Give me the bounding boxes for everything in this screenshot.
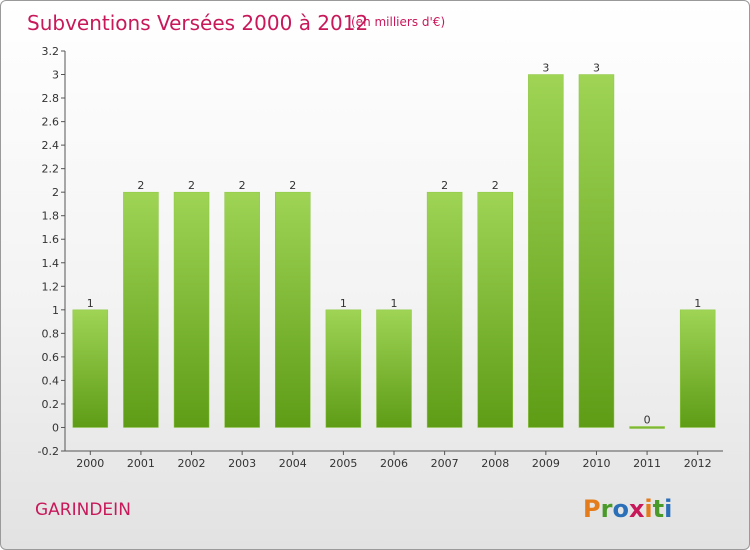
x-tick-label: 2012	[684, 457, 712, 470]
bar	[123, 191, 159, 428]
logo-letter: i	[644, 495, 652, 523]
logo-letter: P	[583, 495, 601, 523]
y-tick-label: 2.4	[42, 139, 60, 152]
bar	[376, 309, 412, 428]
bar	[426, 191, 463, 428]
logo-letter: i	[664, 495, 672, 523]
data-label: 2	[492, 179, 499, 192]
bar	[679, 309, 716, 428]
data-label: 3	[593, 62, 600, 75]
y-tick-label: 0.4	[42, 374, 60, 387]
axis-layer: 3.2 3 2.8 2.6 2.4 2.2 2 1.8 1.6 1.4 1.2 1 0.8 0.6 0.4 0…	[38, 45, 723, 470]
chart-title: Subventions Versées 2000 à 2012	[27, 11, 368, 35]
x-tick-label: 2003	[228, 457, 256, 470]
logo-letter: r	[601, 495, 613, 523]
x-tick-label: 2009	[532, 457, 560, 470]
y-tick-label: 2.8	[42, 92, 60, 105]
y-tick-label: 0.2	[42, 398, 60, 411]
y-tick-label: 1	[52, 304, 59, 317]
x-tick-label: 2006	[380, 457, 408, 470]
y-tick-label: 1.4	[42, 257, 60, 270]
bar	[173, 191, 210, 428]
y-tick-label: 1.2	[42, 280, 60, 293]
data-label: 2	[441, 179, 448, 192]
y-tick-label: 1.6	[42, 233, 60, 246]
x-tick-label: 2007	[431, 457, 459, 470]
logo-letter: x	[629, 495, 645, 523]
data-label: 2	[239, 179, 246, 192]
y-tick-label: 0.8	[42, 327, 60, 340]
x-tick-label: 2005	[329, 457, 357, 470]
logo-letter: t	[653, 495, 664, 523]
x-tick-label: 2010	[582, 457, 610, 470]
y-tick-label: 2.2	[42, 163, 60, 176]
data-label: 1	[694, 297, 701, 310]
commune-name: GARINDEIN	[35, 500, 131, 520]
logo-letter: o	[612, 495, 629, 523]
bar	[629, 426, 665, 429]
y-tick-label: 0.6	[42, 351, 60, 364]
bar	[528, 74, 564, 428]
chart-subtitle: (en milliers d'€)	[351, 15, 445, 29]
x-tick-label: 2000	[76, 457, 104, 470]
data-label: 0	[644, 413, 651, 426]
y-tick-label: 2.6	[42, 116, 60, 129]
bar	[477, 191, 513, 428]
y-tick-label: -0.2	[38, 445, 59, 458]
x-tick-label: 2011	[633, 457, 661, 470]
data-label: 2	[188, 179, 195, 192]
x-tick-label: 2008	[481, 457, 509, 470]
bar	[325, 309, 362, 428]
bars-layer: 1 2 2 2 2 1 1 2 2 3 3 0 1	[72, 62, 716, 429]
bar	[275, 191, 311, 428]
y-tick-label: 3.2	[42, 45, 60, 58]
data-label: 3	[542, 62, 549, 75]
y-tick-label: 0	[52, 421, 59, 434]
y-tick-label: 2	[52, 186, 59, 199]
y-tick-label: 3	[52, 69, 59, 82]
bar	[578, 74, 615, 428]
x-tick-label: 2002	[178, 457, 206, 470]
data-label: 2	[137, 179, 144, 192]
proxiti-logo: Proxiti	[583, 495, 672, 523]
x-tick-label: 2004	[279, 457, 307, 470]
x-tick-label: 2001	[127, 457, 155, 470]
data-label: 1	[391, 297, 398, 310]
data-label: 1	[340, 297, 347, 310]
y-tick-label: 1.8	[42, 210, 60, 223]
bar	[72, 309, 109, 428]
data-label: 1	[87, 297, 94, 310]
data-label: 2	[289, 179, 296, 192]
bar	[224, 191, 260, 428]
